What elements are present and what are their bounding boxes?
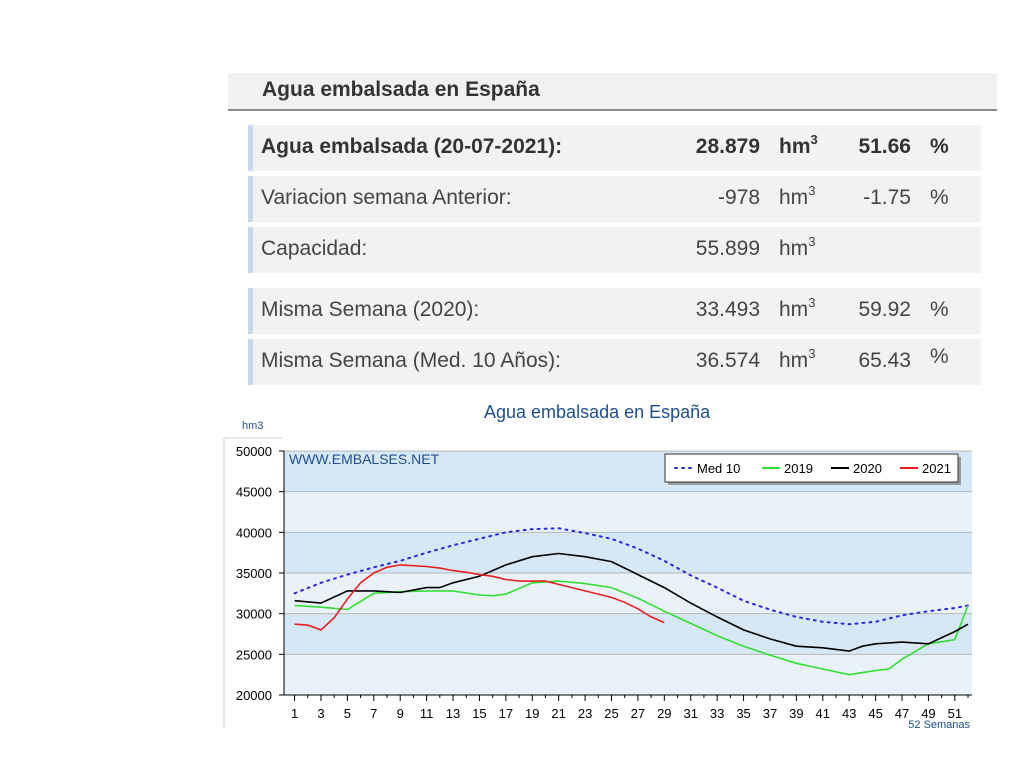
x-tick-label: 11 [420, 706, 434, 721]
stat-label: Misma Semana (Med. 10 Años): [261, 349, 561, 372]
stat-percent-symbol: % [930, 135, 949, 158]
stat-value: -978 [717, 186, 760, 209]
series-line-2020 [294, 552, 969, 652]
stat-value: 36.574 [695, 349, 760, 372]
stat-percent: -1.75 [863, 186, 911, 209]
x-tick-label: 23 [578, 706, 592, 721]
series-line-2021 [294, 564, 665, 631]
x-tick-label: 15 [472, 706, 486, 721]
stat-label: Misma Semana (2020): [261, 298, 480, 321]
x-tick-label: 7 [370, 706, 377, 721]
y-tick-label: 30000 [236, 607, 272, 622]
stat-value: 55.899 [695, 237, 760, 260]
chart-watermark: WWW.EMBALSES.NET [289, 451, 440, 467]
x-tick-label: 47 [895, 706, 909, 721]
x-tick-label: 5 [344, 706, 351, 721]
legend-label: 2020 [853, 461, 882, 476]
x-tick-label: 43 [842, 706, 856, 721]
x-tick-label: 41 [816, 706, 830, 721]
stat-label: Capacidad: [261, 237, 368, 260]
x-tick-label: 19 [525, 706, 539, 721]
stat-percent-symbol: % [930, 298, 949, 321]
stat-percent: 51.66 [858, 135, 911, 158]
section-header: Agua embalsada en España [228, 73, 997, 111]
stat-unit: hm3 [779, 346, 816, 372]
chart-title: Agua embalsada en España [484, 402, 711, 422]
stat-row-avg10: Misma Semana (Med. 10 Años): 36.574 hm3 … [248, 339, 981, 385]
x-tick-label: 31 [683, 706, 697, 721]
x-axis-label: 52 Semanas [908, 719, 970, 731]
stat-unit: hm3 [779, 183, 816, 209]
stat-percent-symbol: % [930, 186, 949, 209]
x-tick-label: 1 [291, 706, 298, 721]
y-tick-label: 20000 [236, 688, 272, 703]
x-tick-label: 29 [657, 706, 671, 721]
stat-unit: hm3 [779, 295, 816, 321]
x-tick-label: 9 [397, 706, 404, 721]
x-tick-label: 35 [736, 706, 750, 721]
stat-row-2020: Misma Semana (2020): 33.493 hm3 59.92 % [248, 288, 981, 334]
stat-label: Agua embalsada (20-07-2021): [261, 135, 563, 158]
stat-percent-symbol: % [930, 345, 949, 368]
stat-percent: 65.43 [858, 349, 911, 372]
x-tick-label: 51 [948, 706, 962, 721]
stat-row-current: Agua embalsada (20-07-2021): 28.879 hm3 … [248, 125, 981, 171]
chart-svg: Agua embalsada en España hm3 20000 25000 300… [223, 402, 972, 731]
y-tick-label: 25000 [236, 647, 272, 662]
stat-value: 33.493 [695, 298, 760, 321]
x-tick-label: 33 [710, 706, 724, 721]
stat-percent: 59.92 [858, 298, 911, 321]
stat-unit: hm3 [779, 132, 818, 158]
stat-row-variation: Variacion semana Anterior: -978 hm3 -1.7… [248, 176, 981, 222]
y-axis-unit: hm3 [242, 420, 263, 432]
y-tick-label: 45000 [236, 485, 272, 500]
y-tick-label: 40000 [236, 525, 272, 540]
x-tick-label: 25 [604, 706, 618, 721]
legend-label: 2021 [922, 461, 951, 476]
x-tick-label: 21 [551, 706, 565, 721]
x-tick-label: 45 [868, 706, 882, 721]
stat-label: Variacion semana Anterior: [261, 186, 512, 209]
x-tick-label: 49 [921, 706, 935, 721]
x-tick-label: 37 [763, 706, 777, 721]
y-tick-label: 35000 [236, 566, 272, 581]
legend-label: Med 10 [697, 461, 740, 476]
plot-band [284, 532, 972, 573]
x-tick-label: 27 [631, 706, 645, 721]
x-tick-label: 3 [317, 706, 324, 721]
series-line-med-10 [293, 527, 969, 626]
y-tick-label: 50000 [236, 444, 272, 459]
reservoir-chart: Agua embalsada en España hm3 20000 25000 300… [222, 398, 982, 734]
section-title: Agua embalsada en España [262, 78, 540, 101]
stat-unit: hm3 [779, 234, 816, 260]
x-tick-label: 17 [499, 706, 513, 721]
stat-row-capacity: Capacidad: 55.899 hm3 [248, 227, 981, 273]
plot-band [284, 613, 972, 655]
legend-label: 2019 [784, 461, 813, 476]
series-line-2019 [294, 580, 969, 676]
x-tick-label: 13 [446, 706, 460, 721]
stat-value: 28.879 [695, 135, 760, 158]
x-tick-label: 39 [789, 706, 803, 721]
